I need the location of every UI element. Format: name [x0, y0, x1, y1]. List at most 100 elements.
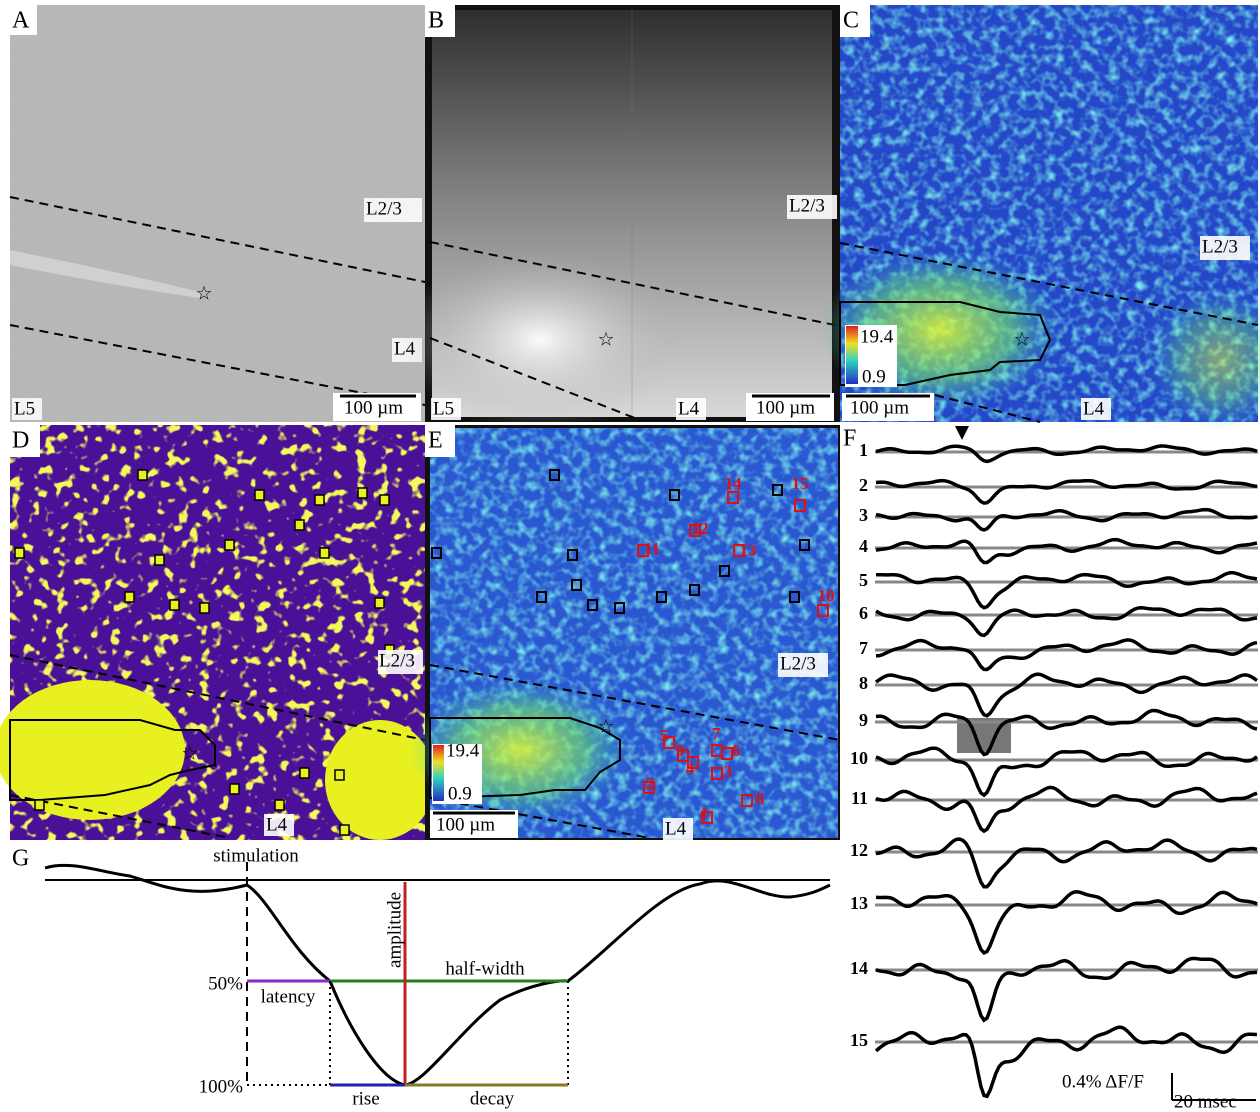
label: D — [12, 428, 29, 454]
label: stimulation — [213, 845, 299, 866]
roi-outline — [794, 499, 806, 512]
roi-label: 13 — [740, 541, 757, 560]
trace — [874, 672, 1259, 718]
roi-outline — [727, 491, 739, 504]
layer-boundary — [9, 654, 426, 741]
trace-label: 7 — [859, 638, 868, 658]
scale-bar-bg — [842, 393, 934, 421]
g — [431, 469, 829, 824]
label-bg — [425, 5, 455, 37]
label: 19.4 — [860, 326, 894, 347]
trace-label: 5 — [859, 570, 868, 590]
roi-outline — [656, 591, 667, 603]
response-curve — [44, 863, 831, 1087]
label: L4 — [1083, 398, 1105, 419]
layer-boundary — [9, 324, 426, 406]
roi-label: 12 — [692, 519, 709, 538]
label: L2/3 — [789, 195, 825, 216]
label: L2/3 — [780, 653, 816, 674]
roi-outline — [536, 591, 547, 603]
layer-boundary — [9, 794, 231, 839]
activation — [1150, 290, 1260, 430]
roi-outline — [677, 749, 689, 762]
trace — [875, 785, 1258, 834]
label-bg — [778, 653, 828, 677]
trace — [875, 956, 1258, 1023]
trace — [874, 1025, 1258, 1099]
roi-outline — [137, 469, 148, 481]
roi-outline — [334, 769, 345, 781]
trace — [875, 537, 1258, 565]
roi-label: 5 — [660, 726, 669, 745]
roi-outline — [689, 524, 701, 537]
label: L5 — [433, 398, 454, 419]
trace — [875, 837, 1258, 889]
roi-outline — [374, 597, 385, 609]
layer-boundary — [429, 241, 836, 326]
label: E — [428, 428, 443, 454]
roi-label: 3 — [724, 762, 733, 781]
contour — [429, 717, 621, 800]
label-bg — [676, 398, 706, 420]
layer-boundary — [9, 196, 426, 283]
roi-label: 8 — [756, 789, 765, 808]
roi-outline — [124, 591, 135, 603]
star: ☆ — [195, 283, 212, 304]
roi-outline — [379, 494, 390, 506]
roi-outline — [772, 484, 783, 496]
roi-outline — [274, 799, 285, 811]
label: amplitude — [384, 892, 405, 968]
label: 0.9 — [862, 366, 886, 387]
roi-outline — [711, 767, 723, 780]
label: L2/3 — [1202, 236, 1238, 257]
roi-label: 15 — [792, 474, 809, 493]
trace-label: 6 — [859, 603, 868, 623]
layer-boundary — [934, 394, 1041, 423]
star: ☆ — [597, 716, 614, 737]
label-bg — [787, 195, 837, 219]
label: L2/3 — [366, 198, 402, 219]
label-bg — [663, 818, 693, 840]
label: rise — [352, 1088, 379, 1109]
roi-outline — [669, 489, 680, 501]
roi-outline — [339, 824, 350, 836]
roi-outline — [229, 783, 240, 795]
label-bg — [378, 650, 423, 674]
label-bg — [840, 425, 870, 457]
roi-label: 2 — [646, 774, 655, 793]
roi-outline — [614, 602, 625, 614]
layer-boundary — [429, 664, 841, 741]
label: 50% — [208, 973, 243, 994]
roi-outline — [663, 736, 675, 749]
roi-outline — [741, 794, 753, 807]
layer-boundary — [429, 797, 651, 839]
label: 0.4% ΔF/F — [1062, 1071, 1144, 1092]
trace-label: 1 — [859, 440, 868, 460]
trace — [875, 478, 1258, 505]
trace-label: 11 — [851, 788, 868, 808]
label-bg — [12, 398, 42, 420]
label: A — [12, 8, 30, 34]
roi-outline — [687, 756, 699, 769]
trace-label: 15 — [850, 1030, 868, 1050]
label: B — [428, 8, 444, 34]
roi-outline — [643, 781, 655, 794]
label-bg — [10, 425, 40, 457]
colorbar — [846, 326, 858, 384]
roi-outline — [711, 744, 723, 757]
roi-label: 7 — [712, 724, 721, 743]
label: 100 µm — [436, 814, 495, 835]
label: latency — [261, 986, 316, 1007]
star: ☆ — [597, 329, 614, 350]
roi-outline — [431, 547, 442, 559]
label: 20 msec — [1174, 1091, 1237, 1112]
active-region — [0, 680, 185, 820]
trace-label: 14 — [850, 958, 868, 978]
roi-label: 10 — [818, 586, 835, 605]
label: L4 — [266, 814, 288, 835]
scale-bar-bg — [430, 810, 518, 838]
label: decay — [470, 1088, 515, 1109]
roi-label: 4 — [686, 759, 695, 778]
